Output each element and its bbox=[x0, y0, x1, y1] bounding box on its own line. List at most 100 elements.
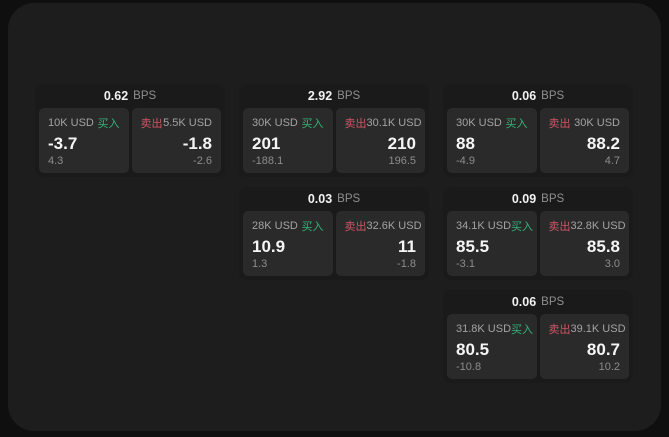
quote-board: 0.62 BPS 10K USD 买入 -3.7 4.3 卖出 5.5K USD… bbox=[8, 3, 661, 431]
sell-delta: 196.5 bbox=[388, 155, 416, 167]
buy-price: 85.5 bbox=[456, 236, 490, 256]
buy-delta: -3.1 bbox=[456, 258, 475, 270]
sell-quote-tile[interactable]: 卖出 39.1K USD 80.7 10.2 bbox=[539, 314, 629, 379]
buy-quote-tile[interactable]: 30K USD 买入 201 -188.1 bbox=[243, 108, 333, 173]
bps-unit-label: BPS bbox=[133, 90, 157, 102]
bps-value: 0.09 bbox=[511, 192, 537, 206]
sell-delta: -1.8 bbox=[397, 258, 416, 270]
sell-side-label: 卖出 bbox=[344, 118, 367, 130]
bps-unit-label: BPS bbox=[541, 296, 565, 308]
card-body: 30K USD 买入 88 -4.9 卖出 30K USD 88.2 4.7 bbox=[443, 108, 633, 177]
buy-pane-top: 28K USD 买入 bbox=[252, 218, 324, 234]
sell-price: 88.2 bbox=[586, 133, 620, 153]
sell-delta: -2.6 bbox=[193, 155, 212, 167]
card-header: 0.03 BPS bbox=[239, 187, 429, 211]
card-header: 0.09 BPS bbox=[443, 187, 633, 211]
buy-quote-tile[interactable]: 31.8K USD 买入 80.5 -10.8 bbox=[447, 314, 537, 379]
sell-side-label: 卖出 bbox=[548, 118, 571, 130]
buy-price: 201 bbox=[252, 133, 281, 153]
sell-price: 11 bbox=[398, 236, 416, 256]
sell-pane-top: 卖出 30K USD bbox=[549, 115, 621, 131]
buy-amount: 10K USD bbox=[48, 117, 94, 129]
buy-price: 88 bbox=[456, 133, 475, 153]
card-header: 0.06 BPS bbox=[443, 84, 633, 108]
sell-pane-top: 卖出 5.5K USD bbox=[141, 115, 213, 131]
quote-card: 2.92 BPS 30K USD 买入 201 -188.1 卖出 30.1K … bbox=[239, 84, 429, 177]
sell-amount: 5.5K USD bbox=[163, 117, 212, 129]
quote-card: 0.06 BPS 31.8K USD 买入 80.5 -10.8 卖出 39.1… bbox=[443, 290, 633, 383]
sell-amount: 30K USD bbox=[574, 117, 620, 129]
sell-quote-tile[interactable]: 卖出 32.8K USD 85.8 3.0 bbox=[539, 211, 629, 276]
buy-delta: 1.3 bbox=[252, 258, 268, 270]
quote-card: 0.62 BPS 10K USD 买入 -3.7 4.3 卖出 5.5K USD… bbox=[35, 84, 225, 177]
buy-side-label: 买入 bbox=[505, 118, 528, 130]
sell-price: 210 bbox=[387, 133, 416, 153]
bps-unit-label: BPS bbox=[541, 193, 565, 205]
sell-pane-top: 卖出 30.1K USD bbox=[344, 115, 422, 131]
sell-side-label: 卖出 bbox=[140, 118, 163, 130]
bps-unit-label: BPS bbox=[541, 90, 565, 102]
sell-side-label: 卖出 bbox=[548, 221, 571, 233]
sell-quote-tile[interactable]: 卖出 30.1K USD 210 196.5 bbox=[335, 108, 425, 173]
bps-value: 0.03 bbox=[307, 192, 333, 206]
sell-delta: 3.0 bbox=[604, 258, 620, 270]
bps-value: 0.06 bbox=[511, 89, 537, 103]
buy-delta: -4.9 bbox=[456, 155, 475, 167]
buy-pane-top: 34.1K USD 买入 bbox=[456, 218, 533, 234]
buy-pane-top: 31.8K USD 买入 bbox=[456, 321, 533, 337]
sell-side-label: 卖出 bbox=[344, 221, 367, 233]
quote-card: 0.03 BPS 28K USD 买入 10.9 1.3 卖出 32.6K US… bbox=[239, 187, 429, 280]
buy-price: -3.7 bbox=[48, 133, 78, 153]
buy-price: 10.9 bbox=[252, 236, 286, 256]
card-header: 2.92 BPS bbox=[239, 84, 429, 108]
quote-card: 0.09 BPS 34.1K USD 买入 85.5 -3.1 卖出 32.8K… bbox=[443, 187, 633, 280]
sell-amount: 30.1K USD bbox=[366, 117, 422, 129]
buy-quote-tile[interactable]: 28K USD 买入 10.9 1.3 bbox=[243, 211, 333, 276]
card-body: 34.1K USD 买入 85.5 -3.1 卖出 32.8K USD 85.8… bbox=[443, 211, 633, 280]
sell-quote-tile[interactable]: 卖出 5.5K USD -1.8 -2.6 bbox=[131, 108, 221, 173]
sell-side-label: 卖出 bbox=[548, 324, 571, 336]
buy-quote-tile[interactable]: 34.1K USD 买入 85.5 -3.1 bbox=[447, 211, 537, 276]
buy-pane-top: 30K USD 买入 bbox=[252, 115, 324, 131]
quote-card: 0.06 BPS 30K USD 买入 88 -4.9 卖出 30K USD 8… bbox=[443, 84, 633, 177]
sell-delta: 10.2 bbox=[598, 361, 620, 373]
buy-quote-tile[interactable]: 30K USD 买入 88 -4.9 bbox=[447, 108, 537, 173]
buy-side-label: 买入 bbox=[511, 221, 534, 233]
buy-delta: 4.3 bbox=[48, 155, 64, 167]
sell-delta: 4.7 bbox=[604, 155, 620, 167]
sell-pane-top: 卖出 39.1K USD bbox=[548, 321, 626, 337]
buy-side-label: 买入 bbox=[511, 324, 534, 336]
sell-quote-tile[interactable]: 卖出 30K USD 88.2 4.7 bbox=[539, 108, 629, 173]
buy-pane-top: 10K USD 买入 bbox=[48, 115, 120, 131]
bps-unit-label: BPS bbox=[337, 193, 361, 205]
sell-amount: 32.6K USD bbox=[366, 220, 422, 232]
buy-delta: -10.8 bbox=[456, 361, 482, 373]
buy-amount: 30K USD bbox=[456, 117, 502, 129]
buy-pane-top: 30K USD 买入 bbox=[456, 115, 528, 131]
buy-price: 80.5 bbox=[456, 339, 490, 359]
sell-price: 80.7 bbox=[586, 339, 620, 359]
sell-amount: 39.1K USD bbox=[570, 323, 626, 335]
sell-pane-top: 卖出 32.6K USD bbox=[344, 218, 422, 234]
buy-amount: 31.8K USD bbox=[456, 323, 512, 335]
sell-quote-tile[interactable]: 卖出 32.6K USD 11 -1.8 bbox=[335, 211, 425, 276]
card-body: 30K USD 买入 201 -188.1 卖出 30.1K USD 210 1… bbox=[239, 108, 429, 177]
card-body: 10K USD 买入 -3.7 4.3 卖出 5.5K USD -1.8 -2.… bbox=[35, 108, 225, 177]
bps-unit-label: BPS bbox=[337, 90, 361, 102]
buy-side-label: 买入 bbox=[301, 221, 324, 233]
buy-delta: -188.1 bbox=[252, 155, 284, 167]
bps-value: 0.62 bbox=[103, 89, 129, 103]
buy-side-label: 买入 bbox=[97, 118, 120, 130]
buy-amount: 34.1K USD bbox=[456, 220, 512, 232]
bps-value: 0.06 bbox=[511, 295, 537, 309]
buy-amount: 30K USD bbox=[252, 117, 298, 129]
sell-price: -1.8 bbox=[182, 133, 212, 153]
sell-price: 85.8 bbox=[586, 236, 620, 256]
card-header: 0.06 BPS bbox=[443, 290, 633, 314]
card-header: 0.62 BPS bbox=[35, 84, 225, 108]
bps-value: 2.92 bbox=[307, 89, 333, 103]
buy-amount: 28K USD bbox=[252, 220, 298, 232]
buy-quote-tile[interactable]: 10K USD 买入 -3.7 4.3 bbox=[39, 108, 129, 173]
sell-pane-top: 卖出 32.8K USD bbox=[548, 218, 626, 234]
buy-side-label: 买入 bbox=[301, 118, 324, 130]
